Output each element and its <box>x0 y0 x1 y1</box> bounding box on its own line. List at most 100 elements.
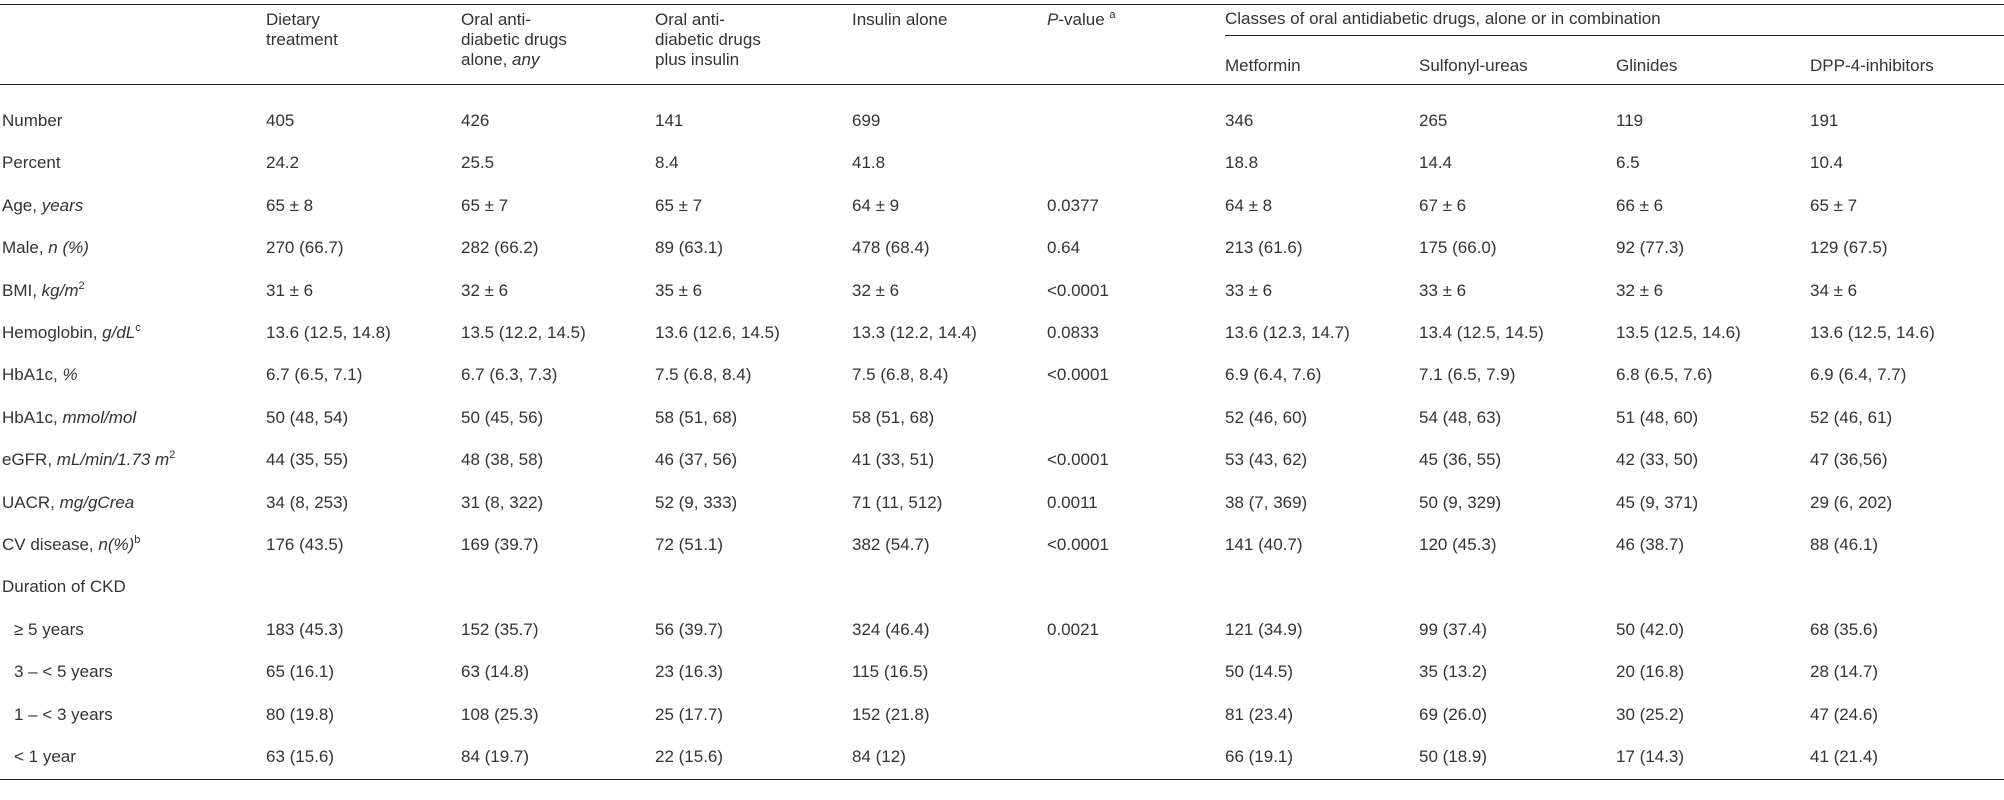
column-header: Oral anti-diabetic drugs plus insulin <box>655 10 783 70</box>
text-segment: Percent <box>2 153 61 173</box>
data-cell: 31 ± 6 <box>266 280 314 300</box>
text-segment: Number <box>2 111 63 130</box>
text-segment: Duration of CKD <box>2 577 126 597</box>
data-cell: 7.5 (6.8, 8.4) <box>852 365 949 385</box>
data-cell: 45 (36, 55) <box>1419 450 1502 470</box>
data-cell: 17 (14.3) <box>1616 747 1685 766</box>
data-cell: 41 (21.4) <box>1810 747 1879 766</box>
data-cell: 50 (18.9) <box>1419 747 1488 766</box>
data-cell: 89 (63.1) <box>655 238 724 258</box>
subcolumn-header: Metformin <box>1225 56 1301 75</box>
data-cell: <0.0001 <box>1047 280 1109 300</box>
text-segment: 2 <box>169 449 176 462</box>
data-cell: 6.8 (6.5, 7.6) <box>1616 365 1713 385</box>
data-cell: 152 (21.8) <box>852 704 930 724</box>
data-cell: 46 (38.7) <box>1616 535 1685 554</box>
text-segment: % <box>62 365 78 385</box>
data-cell: 0.0021 <box>1047 619 1099 639</box>
data-cell: 0.0377 <box>1047 195 1099 215</box>
data-cell: 426 <box>461 111 490 130</box>
data-cell: 13.6 (12.5, 14.6) <box>1810 323 1935 342</box>
data-cell: 10.4 <box>1810 153 1844 173</box>
row-label: eGFR, mL/min/1.73 m2 <box>2 449 175 471</box>
text-segment: 2 <box>78 279 85 292</box>
text-segment: Insulin alone <box>852 10 948 29</box>
data-cell: 45 (9, 371) <box>1616 492 1699 512</box>
data-cell: 88 (46.1) <box>1810 535 1879 554</box>
data-cell: 33 ± 6 <box>1225 280 1273 300</box>
data-cell: 265 <box>1419 111 1448 130</box>
text-segment: Oral anti-diabetic drugs alone, <box>461 10 567 69</box>
group-rule <box>1225 35 2004 36</box>
data-cell: 25 (17.7) <box>655 704 724 724</box>
data-cell: 41.8 <box>852 153 886 173</box>
data-cell: 52 (46, 61) <box>1810 407 1893 427</box>
data-cell: 32 ± 6 <box>461 280 509 300</box>
data-cell: 72 (51.1) <box>655 535 724 554</box>
data-cell: 7.1 (6.5, 7.9) <box>1419 365 1516 385</box>
data-cell: 54 (48, 63) <box>1419 407 1502 427</box>
data-cell: 32 ± 6 <box>1616 280 1664 300</box>
data-cell: 121 (34.9) <box>1225 619 1303 639</box>
data-cell: 66 ± 6 <box>1616 195 1664 215</box>
data-cell: 13.6 (12.5, 14.8) <box>266 323 391 342</box>
data-cell: 23 (16.3) <box>655 662 724 682</box>
text-segment: 3 – < 5 years <box>14 662 113 682</box>
data-cell: 29 (6, 202) <box>1810 492 1893 512</box>
text-segment: c <box>135 322 141 334</box>
data-cell: 141 (40.7) <box>1225 535 1303 554</box>
row-label: HbA1c, % <box>2 364 78 386</box>
header-rule <box>0 84 2004 85</box>
column-header: Dietary treatment <box>266 10 394 50</box>
data-cell: 120 (45.3) <box>1419 535 1497 554</box>
text-segment: UACR, <box>2 492 60 512</box>
data-cell: 34 ± 6 <box>1810 280 1858 300</box>
data-cell: 31 (8, 322) <box>461 492 544 512</box>
text-segment: kg/m <box>41 280 79 300</box>
data-cell: <0.0001 <box>1047 450 1109 470</box>
data-cell: 47 (24.6) <box>1810 704 1879 724</box>
data-cell: <0.0001 <box>1047 365 1109 385</box>
column-header: P-value a <box>1047 10 1175 30</box>
text-segment: Male, <box>2 238 49 258</box>
text-segment: eGFR, <box>2 450 57 470</box>
data-cell: 18.8 <box>1225 153 1259 173</box>
data-cell: 81 (23.4) <box>1225 704 1294 724</box>
data-cell: 58 (51, 68) <box>655 407 738 427</box>
row-label: Age, years <box>2 195 83 217</box>
data-cell: 25.5 <box>461 153 495 173</box>
data-cell: 169 (39.7) <box>461 535 539 554</box>
data-cell: 52 (9, 333) <box>655 492 738 512</box>
subcolumn-header: Glinides <box>1616 56 1678 75</box>
data-cell: 7.5 (6.8, 8.4) <box>655 365 752 385</box>
data-cell: 405 <box>266 111 295 130</box>
data-cell: 0.0833 <box>1047 323 1099 342</box>
data-cell: 38 (7, 369) <box>1225 492 1308 512</box>
text-segment: mg/gCrea <box>59 492 135 512</box>
data-cell: 68 (35.6) <box>1810 619 1879 639</box>
data-cell: 20 (16.8) <box>1616 662 1685 682</box>
row-label: Duration of CKD <box>2 576 126 598</box>
group-header: Classes of oral antidiabetic drugs, alon… <box>1225 9 1661 28</box>
data-cell: 69 (26.0) <box>1419 704 1488 724</box>
data-cell: 65 ± 7 <box>1810 195 1858 215</box>
text-segment: Dietary treatment <box>266 10 338 49</box>
data-cell: 47 (36,56) <box>1810 450 1888 470</box>
data-cell: 13.5 (12.5, 14.6) <box>1616 323 1741 342</box>
data-cell: 48 (38, 58) <box>461 450 544 470</box>
data-cell: 129 (67.5) <box>1810 238 1888 258</box>
data-cell: 35 (13.2) <box>1419 662 1488 682</box>
data-cell: 13.6 (12.3, 14.7) <box>1225 323 1350 342</box>
data-cell: 65 ± 8 <box>266 195 314 215</box>
data-cell: 213 (61.6) <box>1225 238 1303 258</box>
text-segment: any <box>512 50 540 69</box>
data-cell: 0.64 <box>1047 238 1081 258</box>
data-cell: 65 (16.1) <box>266 662 335 682</box>
data-cell: 50 (45, 56) <box>461 407 544 427</box>
data-cell: 6.7 (6.3, 7.3) <box>461 365 558 385</box>
data-cell: 50 (9, 329) <box>1419 492 1502 512</box>
text-segment: b <box>134 534 141 546</box>
data-cell: 478 (68.4) <box>852 238 930 258</box>
text-segment: g/dL <box>102 323 136 342</box>
text-segment: BMI, <box>2 280 42 300</box>
